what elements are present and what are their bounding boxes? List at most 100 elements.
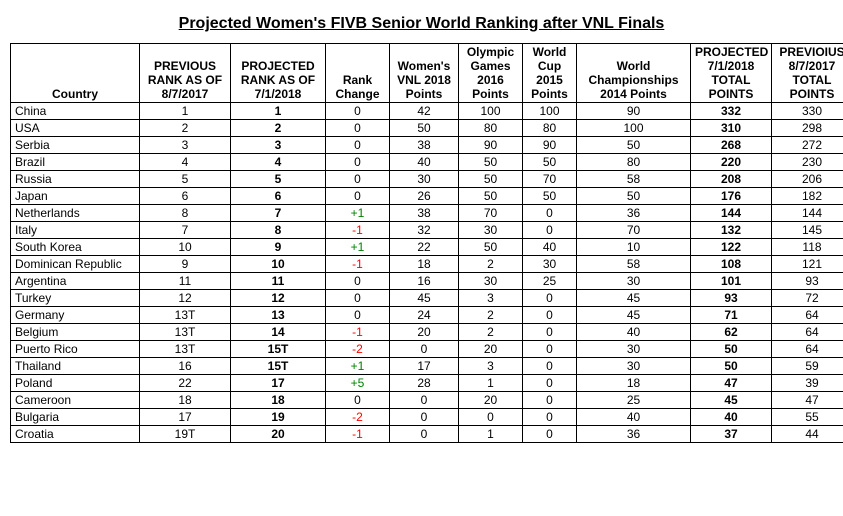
table-cell: 20 — [390, 324, 459, 341]
table-cell: 3 — [459, 358, 523, 375]
table-cell: 0 — [459, 409, 523, 426]
table-cell: 0 — [326, 154, 390, 171]
table-cell: 0 — [523, 324, 577, 341]
table-cell: 45 — [577, 307, 691, 324]
table-row: Croatia19T20-1010363744-7 — [11, 426, 843, 443]
table-cell: 268 — [691, 137, 772, 154]
table-cell: 2 — [459, 307, 523, 324]
table-cell: 44 — [772, 426, 843, 443]
table-cell: 0 — [523, 375, 577, 392]
table-cell: 298 — [772, 120, 843, 137]
table-cell: 19 — [231, 409, 326, 426]
table-cell: 0 — [523, 222, 577, 239]
table-cell: 40 — [577, 409, 691, 426]
table-cell: 10 — [231, 256, 326, 273]
table-row: Puerto Rico13T15T-20200305064-14 — [11, 341, 843, 358]
table-cell: 24 — [390, 307, 459, 324]
table-cell: 38 — [390, 205, 459, 222]
table-cell: 20 — [459, 341, 523, 358]
header-proj-total: PROJECTED 7/1/2018 TOTAL POINTS — [691, 44, 772, 103]
table-row: Russia550305070582082062 — [11, 171, 843, 188]
table-cell: 32 — [390, 222, 459, 239]
table-cell: 25 — [577, 392, 691, 409]
table-cell: 30 — [390, 171, 459, 188]
table-cell: Russia — [11, 171, 140, 188]
table-cell: 71 — [691, 307, 772, 324]
table-cell: 64 — [772, 307, 843, 324]
page-title: Projected Women's FIVB Senior World Rank… — [10, 15, 833, 33]
table-cell: 0 — [326, 307, 390, 324]
table-row: South Korea109+1225040101221184 — [11, 239, 843, 256]
table-cell: 39 — [772, 375, 843, 392]
table-row: Brazil44040505080220230-10 — [11, 154, 843, 171]
table-cell: 10 — [577, 239, 691, 256]
table-cell: 64 — [772, 341, 843, 358]
table-cell: 4 — [231, 154, 326, 171]
table-cell: 118 — [772, 239, 843, 256]
table-cell: 0 — [326, 120, 390, 137]
table-cell: 30 — [523, 256, 577, 273]
table-cell: 62 — [691, 324, 772, 341]
table-cell: Belgium — [11, 324, 140, 341]
table-cell: 18 — [231, 392, 326, 409]
table-cell: 72 — [772, 290, 843, 307]
header-prev-rank: PREVIOUS RANK AS OF 8/7/2017 — [140, 44, 231, 103]
table-cell: 20 — [231, 426, 326, 443]
table-cell: Japan — [11, 188, 140, 205]
table-cell: 80 — [577, 154, 691, 171]
table-cell: 70 — [459, 205, 523, 222]
table-cell: 6 — [140, 188, 231, 205]
ranking-table: Country PREVIOUS RANK AS OF 8/7/2017 PRO… — [10, 43, 843, 443]
header-country: Country — [11, 44, 140, 103]
table-row: Argentina1111016302530101938 — [11, 273, 843, 290]
table-cell: 8 — [231, 222, 326, 239]
table-row: Japan66026505050176182-6 — [11, 188, 843, 205]
table-cell: 13T — [140, 341, 231, 358]
table-cell: 176 — [691, 188, 772, 205]
table-cell: Croatia — [11, 426, 140, 443]
table-cell: China — [11, 103, 140, 120]
table-cell: 50 — [691, 358, 772, 375]
table-cell: 28 — [390, 375, 459, 392]
table-cell: 37 — [691, 426, 772, 443]
table-row: Netherlands87+138700361441440 — [11, 205, 843, 222]
table-cell: 30 — [459, 222, 523, 239]
table-cell: 144 — [691, 205, 772, 222]
table-cell: 38 — [390, 137, 459, 154]
table-cell: 17 — [390, 358, 459, 375]
table-cell: 36 — [577, 426, 691, 443]
table-cell: 14 — [231, 324, 326, 341]
table-cell: 100 — [523, 103, 577, 120]
table-cell: 10 — [140, 239, 231, 256]
table-row: USA22050808010031029812 — [11, 120, 843, 137]
table-cell: USA — [11, 120, 140, 137]
table-cell: 9 — [231, 239, 326, 256]
table-cell: 15T — [231, 341, 326, 358]
table-cell: 1 — [459, 426, 523, 443]
table-cell: 0 — [390, 341, 459, 358]
table-cell: Turkey — [11, 290, 140, 307]
header-proj-rank: PROJECTED RANK AS OF 7/1/2018 — [231, 44, 326, 103]
table-cell: 47 — [691, 375, 772, 392]
table-cell: 121 — [772, 256, 843, 273]
table-cell: 101 — [691, 273, 772, 290]
table-cell: 0 — [523, 205, 577, 222]
table-cell: -2 — [326, 409, 390, 426]
table-cell: 2 — [459, 324, 523, 341]
table-cell: 13T — [140, 324, 231, 341]
table-cell: 16 — [390, 273, 459, 290]
table-cell: 3 — [459, 290, 523, 307]
table-cell: 55 — [772, 409, 843, 426]
table-cell: +5 — [326, 375, 390, 392]
table-cell: Germany — [11, 307, 140, 324]
table-cell: 40 — [691, 409, 772, 426]
table-cell: 47 — [772, 392, 843, 409]
table-cell: 70 — [577, 222, 691, 239]
table-cell: 90 — [523, 137, 577, 154]
table-cell: 20 — [459, 392, 523, 409]
table-cell: 13 — [231, 307, 326, 324]
table-cell: 36 — [577, 205, 691, 222]
table-cell: 0 — [326, 273, 390, 290]
table-cell: 3 — [231, 137, 326, 154]
table-cell: 15T — [231, 358, 326, 375]
